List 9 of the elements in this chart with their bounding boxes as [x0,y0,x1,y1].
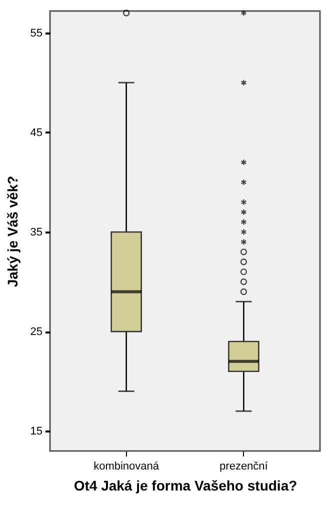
x-tick-label: prezenční [220,460,269,472]
y-tick-label: 25 [30,326,42,338]
y-tick-label: 15 [30,426,42,438]
y-axis-title: Jaký je Váš věk? [4,176,20,288]
x-tick-label: kombinovaná [94,460,160,472]
y-tick-label: 45 [30,126,42,139]
y-tick-label: 55 [30,27,42,40]
y-tick-label: 35 [30,226,42,238]
x-axis-title: Ot4 Jaká je forma Vašeho studia? [74,478,298,494]
